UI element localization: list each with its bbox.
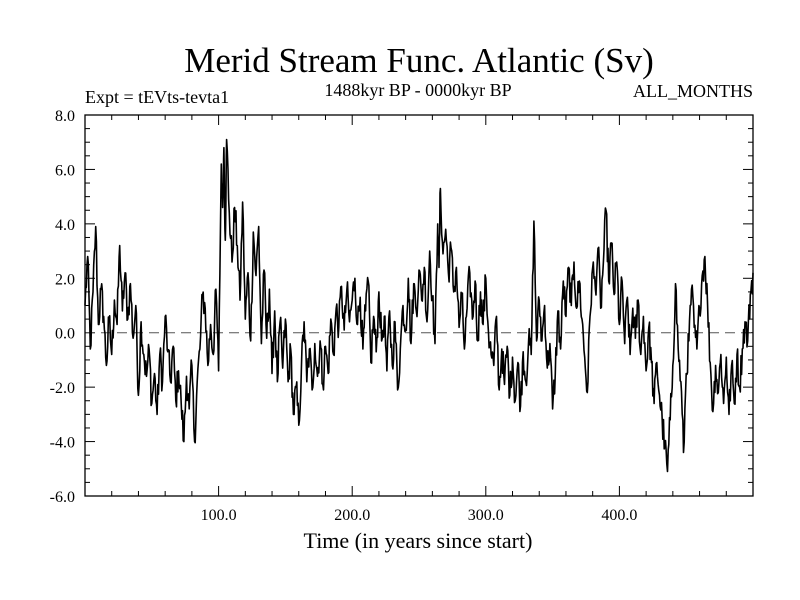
x-axis: 100.0 200.0 300.0 400.0 xyxy=(111,115,727,524)
y-tick-label: 8.0 xyxy=(55,108,75,125)
y-tick-label: -2.0 xyxy=(50,380,75,397)
x-tick-label: 200.0 xyxy=(334,507,370,524)
x-tick-label: 400.0 xyxy=(601,507,637,524)
chart-title: Merid Stream Func. Atlantic (Sv) xyxy=(184,41,654,80)
y-tick-label: 2.0 xyxy=(55,271,75,288)
months-label: ALL_MONTHS xyxy=(633,81,753,101)
series-line xyxy=(84,138,754,473)
plot-frame xyxy=(84,114,754,497)
x-axis-label: Time (in years since start) xyxy=(304,528,533,553)
y-axis: -6.0 -4.0 -2.0 0.0 2.0 4.0 6.0 8.0 xyxy=(50,108,753,506)
y-tick-label: -6.0 xyxy=(50,489,75,506)
y-tick-label: -4.0 xyxy=(50,435,75,452)
chart-subtitle: 1488kyr BP - 0000kyr BP xyxy=(324,80,511,100)
x-tick-label: 300.0 xyxy=(468,507,504,524)
y-tick-label: 0.0 xyxy=(55,326,75,343)
experiment-label: Expt = tEVts-tevta1 xyxy=(85,87,229,107)
y-tick-label: 4.0 xyxy=(55,217,75,234)
y-tick-label: 6.0 xyxy=(55,162,75,179)
x-tick-label: 100.0 xyxy=(201,507,237,524)
